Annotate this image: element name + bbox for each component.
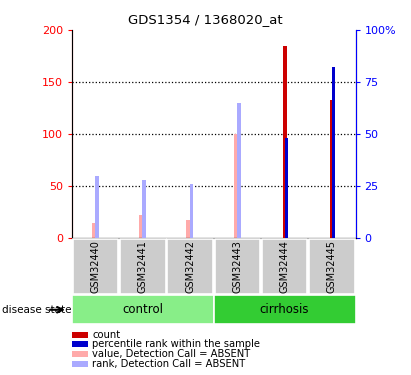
Text: percentile rank within the sample: percentile rank within the sample [92,339,261,349]
Bar [233,134,239,238]
Text: rank, Detection Call = ABSENT: rank, Detection Call = ABSENT [92,359,246,369]
Text: GSM32441: GSM32441 [138,240,148,293]
Text: GSM32444: GSM32444 [279,240,290,293]
Text: GSM32445: GSM32445 [327,240,337,293]
Bar [186,220,192,238]
Text: GSM32440: GSM32440 [90,240,101,293]
Bar [237,103,241,238]
Text: value, Detection Call = ABSENT: value, Detection Call = ABSENT [92,349,251,359]
Text: cirrhosis: cirrhosis [260,303,309,316]
Bar [189,184,194,238]
Bar [332,68,335,238]
Text: count: count [92,330,120,339]
Bar [285,138,288,238]
Bar [283,46,286,238]
Bar [92,222,97,238]
Text: control: control [122,303,163,316]
Bar [142,180,146,238]
Text: disease state: disease state [2,305,72,315]
Text: GDS1354 / 1368020_at: GDS1354 / 1368020_at [128,13,283,26]
Text: GSM32443: GSM32443 [232,240,242,293]
Bar [95,176,99,238]
Bar [139,215,145,238]
Bar [330,100,334,238]
Text: GSM32442: GSM32442 [185,240,195,293]
